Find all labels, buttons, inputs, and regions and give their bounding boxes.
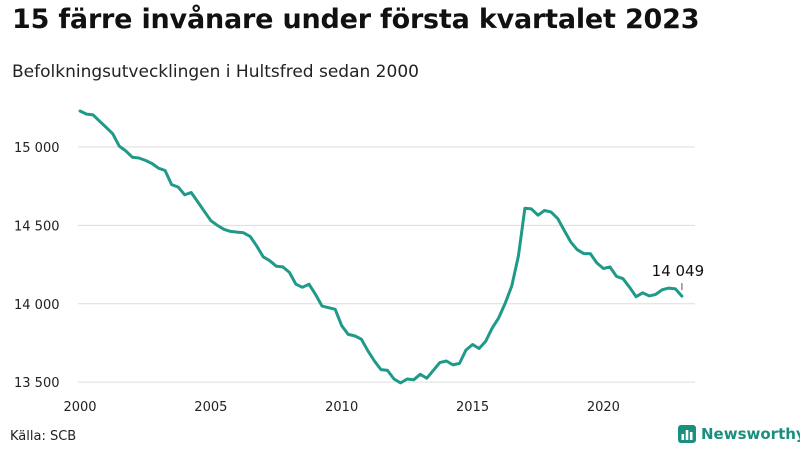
- newsworthy-logo[interactable]: Newsworthy: [678, 425, 800, 443]
- x-tick-label: 2010: [325, 400, 358, 415]
- y-tick-label: 14 500: [14, 219, 60, 234]
- annotation-label: 14 049: [652, 262, 705, 280]
- chart-subtitle: Befolkningsutvecklingen i Hultsfred seda…: [12, 62, 419, 82]
- y-axis-ticks: 13 500 14 000 14 500 15 000: [14, 141, 60, 391]
- x-tick-label: 2000: [63, 400, 96, 415]
- x-axis-ticks: 2000 2005 2010 2015 2020: [63, 400, 619, 415]
- series-layer: [78, 109, 684, 385]
- y-tick-label: 13 500: [14, 376, 60, 391]
- x-tick-label: 2020: [587, 400, 620, 415]
- grid-lines: [78, 146, 695, 383]
- x-tick-label: 2015: [456, 400, 489, 415]
- series-line-hultsfred: [78, 109, 684, 385]
- annotation-layer: 14 049: [652, 262, 705, 291]
- x-tick-label: 2005: [194, 400, 227, 415]
- chart-title: 15 färre invånare under första kvartalet…: [12, 4, 700, 35]
- source-note: Källa: SCB: [10, 429, 77, 444]
- y-tick-label: 15 000: [14, 141, 60, 156]
- brand-name: Newsworthy: [701, 425, 800, 443]
- y-tick-label: 14 000: [14, 298, 60, 313]
- bar-chart-icon: [678, 425, 696, 443]
